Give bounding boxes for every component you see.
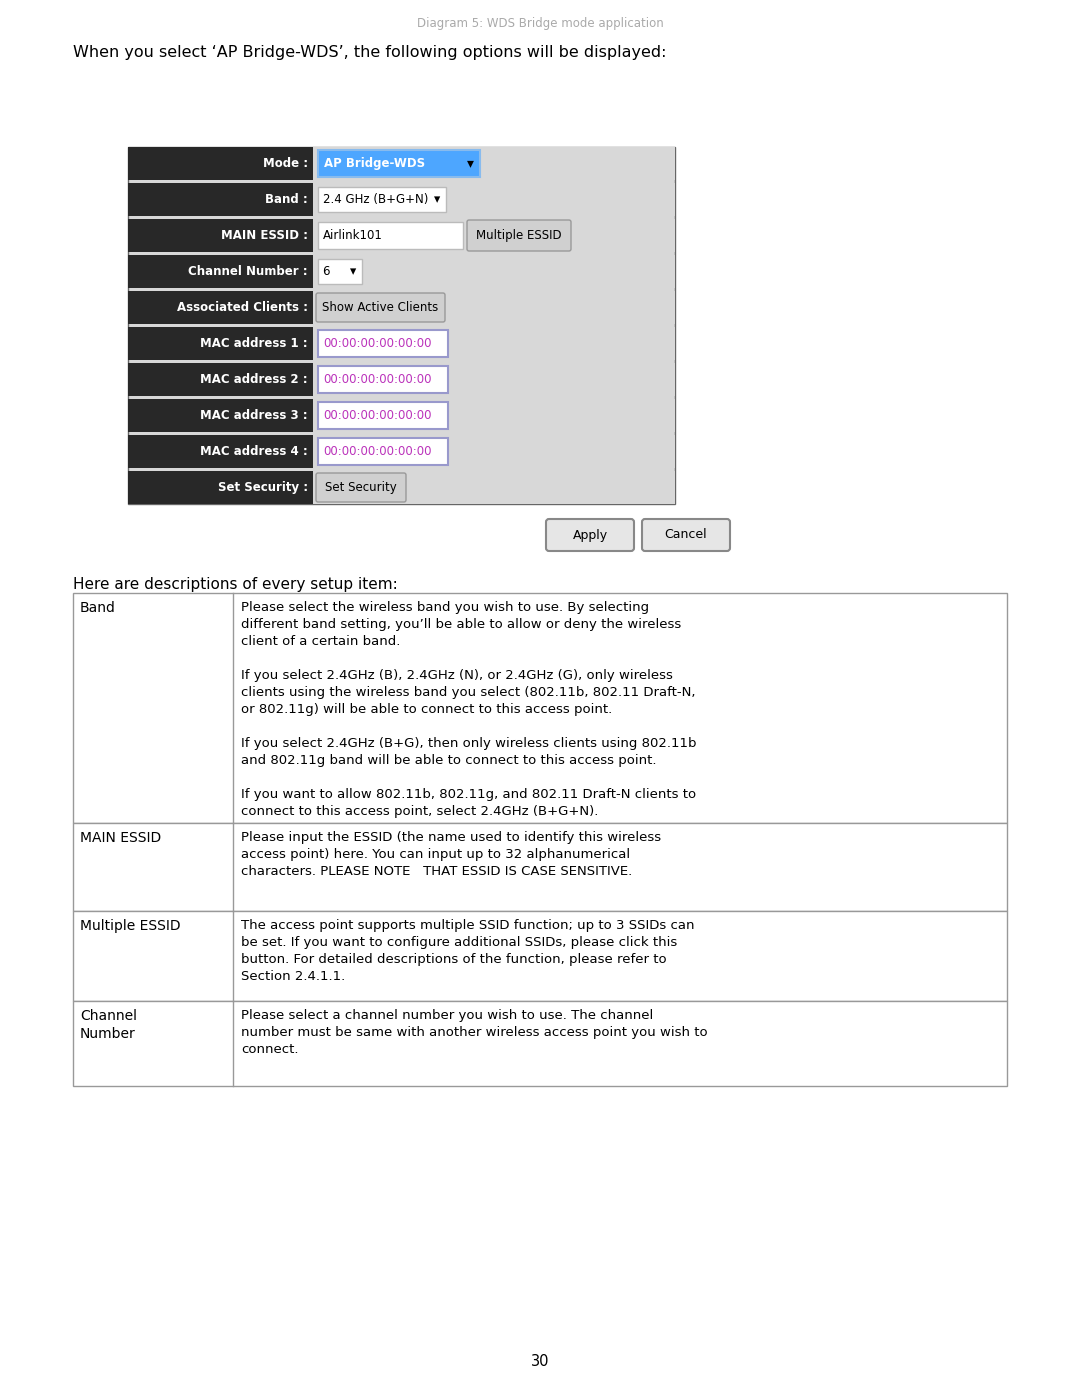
- Text: MAC address 1 :: MAC address 1 :: [201, 337, 308, 351]
- Text: MAIN ESSID :: MAIN ESSID :: [221, 229, 308, 242]
- Text: 00:00:00:00:00:00: 00:00:00:00:00:00: [323, 373, 432, 386]
- Text: AP Bridge-WDS: AP Bridge-WDS: [324, 156, 426, 170]
- FancyBboxPatch shape: [318, 330, 448, 358]
- FancyBboxPatch shape: [642, 520, 730, 550]
- FancyBboxPatch shape: [318, 439, 448, 465]
- FancyBboxPatch shape: [129, 219, 313, 251]
- FancyBboxPatch shape: [318, 366, 448, 393]
- Text: Multiple ESSID: Multiple ESSID: [476, 229, 562, 242]
- FancyBboxPatch shape: [129, 256, 313, 288]
- Text: MAC address 2 :: MAC address 2 :: [201, 373, 308, 386]
- FancyBboxPatch shape: [73, 1002, 1007, 1085]
- Text: Set Security :: Set Security :: [218, 481, 308, 495]
- Text: When you select ‘AP Bridge-WDS’, the following options will be displayed:: When you select ‘AP Bridge-WDS’, the fol…: [73, 45, 666, 60]
- FancyBboxPatch shape: [313, 219, 675, 251]
- Text: 6: 6: [322, 265, 329, 278]
- FancyBboxPatch shape: [73, 911, 1007, 1002]
- Text: 00:00:00:00:00:00: 00:00:00:00:00:00: [323, 446, 432, 458]
- Text: MAC address 3 :: MAC address 3 :: [201, 409, 308, 422]
- FancyBboxPatch shape: [318, 258, 362, 284]
- FancyBboxPatch shape: [313, 291, 675, 324]
- FancyBboxPatch shape: [318, 402, 448, 429]
- FancyBboxPatch shape: [316, 474, 406, 502]
- FancyBboxPatch shape: [313, 471, 675, 504]
- FancyBboxPatch shape: [129, 327, 313, 360]
- Text: Show Active Clients: Show Active Clients: [322, 300, 438, 314]
- FancyBboxPatch shape: [318, 222, 463, 249]
- Text: Please select a channel number you wish to use. The channel
number must be same : Please select a channel number you wish …: [241, 1009, 707, 1056]
- FancyBboxPatch shape: [313, 400, 675, 432]
- FancyBboxPatch shape: [313, 183, 675, 217]
- Text: Mode :: Mode :: [262, 156, 308, 170]
- Text: Channel Number :: Channel Number :: [188, 265, 308, 278]
- Text: Band: Band: [80, 601, 116, 615]
- FancyBboxPatch shape: [129, 147, 675, 504]
- FancyBboxPatch shape: [316, 293, 445, 321]
- Text: Multiple ESSID: Multiple ESSID: [80, 919, 180, 933]
- FancyBboxPatch shape: [313, 256, 675, 288]
- FancyBboxPatch shape: [546, 520, 634, 550]
- Text: 30: 30: [530, 1354, 550, 1369]
- Text: Associated Clients :: Associated Clients :: [177, 300, 308, 314]
- Text: ▾: ▾: [434, 193, 441, 205]
- Text: Please select the wireless band you wish to use. By selecting
different band set: Please select the wireless band you wish…: [241, 601, 697, 819]
- Text: Set Security: Set Security: [325, 481, 396, 495]
- FancyBboxPatch shape: [73, 823, 1007, 911]
- Text: Channel
Number: Channel Number: [80, 1009, 137, 1041]
- Text: Please input the ESSID (the name used to identify this wireless
access point) he: Please input the ESSID (the name used to…: [241, 831, 661, 877]
- FancyBboxPatch shape: [313, 327, 675, 360]
- FancyBboxPatch shape: [318, 149, 480, 177]
- FancyBboxPatch shape: [318, 187, 446, 212]
- Text: MAIN ESSID: MAIN ESSID: [80, 831, 161, 845]
- FancyBboxPatch shape: [129, 291, 313, 324]
- Text: ▾: ▾: [467, 156, 473, 170]
- FancyBboxPatch shape: [313, 434, 675, 468]
- Text: 00:00:00:00:00:00: 00:00:00:00:00:00: [323, 337, 432, 351]
- FancyBboxPatch shape: [129, 400, 313, 432]
- Text: Apply: Apply: [572, 528, 608, 542]
- Text: ▾: ▾: [350, 265, 356, 278]
- Text: Band :: Band :: [266, 193, 308, 205]
- FancyBboxPatch shape: [467, 219, 571, 251]
- FancyBboxPatch shape: [129, 363, 313, 395]
- FancyBboxPatch shape: [313, 147, 675, 180]
- FancyBboxPatch shape: [313, 363, 675, 395]
- Text: Airlink101: Airlink101: [323, 229, 383, 242]
- FancyBboxPatch shape: [129, 147, 313, 180]
- FancyBboxPatch shape: [73, 592, 1007, 823]
- Text: The access point supports multiple SSID function; up to 3 SSIDs can
be set. If y: The access point supports multiple SSID …: [241, 919, 694, 983]
- Text: Diagram 5: WDS Bridge mode application: Diagram 5: WDS Bridge mode application: [417, 17, 663, 29]
- Text: Here are descriptions of every setup item:: Here are descriptions of every setup ite…: [73, 577, 397, 592]
- Text: 00:00:00:00:00:00: 00:00:00:00:00:00: [323, 409, 432, 422]
- FancyBboxPatch shape: [129, 183, 313, 217]
- Text: 2.4 GHz (B+G+N): 2.4 GHz (B+G+N): [323, 193, 429, 205]
- FancyBboxPatch shape: [129, 434, 313, 468]
- Text: MAC address 4 :: MAC address 4 :: [200, 446, 308, 458]
- Text: Cancel: Cancel: [664, 528, 707, 542]
- FancyBboxPatch shape: [129, 471, 313, 504]
